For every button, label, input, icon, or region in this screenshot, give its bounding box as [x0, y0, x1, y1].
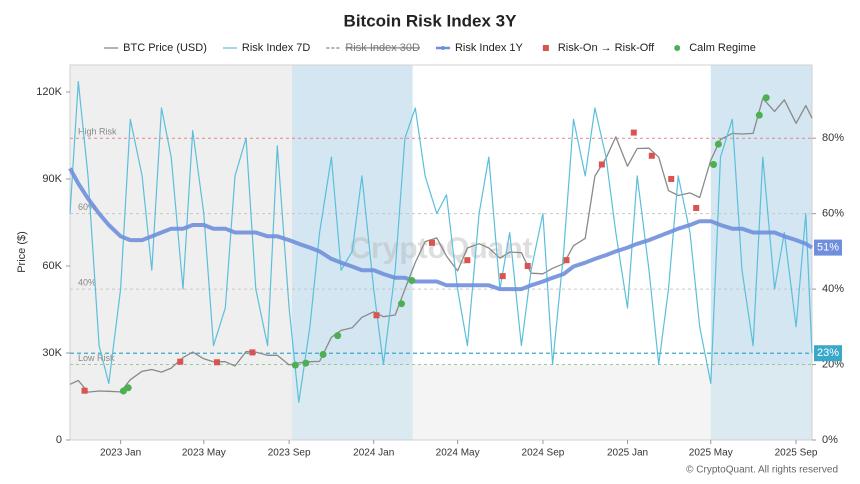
legend-item: Risk-On → Risk-Off: [542, 42, 655, 54]
x-tick-label: 2025 Jan: [607, 448, 648, 459]
legend-swatch: [542, 45, 549, 51]
legend-item: Risk Index 7D: [222, 42, 311, 54]
y2-tick-label: 40%: [822, 283, 844, 295]
regime-switch-marker: [499, 273, 506, 280]
y-tick-label: 60K: [42, 260, 62, 272]
threshold-label: 60%: [78, 202, 96, 212]
legend-item: Calm Regime: [674, 42, 756, 54]
regime-switch-marker: [563, 257, 570, 264]
calm-marker: [124, 384, 132, 392]
regime-switch-marker: [693, 204, 700, 211]
regime-switch-marker: [249, 349, 256, 356]
legend-dot: [440, 46, 445, 50]
y-tick-label: 30K: [42, 347, 62, 359]
y-tick-label: 0: [56, 434, 62, 446]
regime-region-low: [291, 364, 413, 440]
regime-switch-marker: [648, 152, 655, 159]
calm-marker: [319, 350, 327, 358]
legend-label: Risk Index 7D: [242, 42, 311, 54]
end-label: 23%: [817, 347, 839, 359]
regime-switch-marker: [428, 239, 435, 246]
legend-item: BTC Price (USD): [104, 42, 207, 54]
legend-item: Risk Index 30D: [326, 42, 420, 54]
plot-frame: [69, 64, 813, 441]
threshold-label: 40%: [78, 277, 96, 287]
series-line: [69, 97, 813, 393]
low-risk-zone: [70, 364, 812, 440]
calm-marker: [710, 160, 718, 168]
regime-switch-marker: [177, 358, 184, 365]
calm-marker: [755, 111, 763, 119]
x-tick-label: 2024 May: [436, 448, 480, 459]
y-tick-label: 90K: [42, 173, 62, 185]
calm-marker: [714, 140, 722, 148]
threshold-label: High Risk: [78, 127, 117, 137]
threshold-label: Low Risk: [78, 353, 115, 363]
legend-swatch: [674, 45, 681, 51]
legend-label: Calm Regime: [689, 42, 756, 54]
y2-tick-label: 0%: [822, 434, 838, 446]
regime-switch-marker: [464, 257, 471, 264]
legend-label: BTC Price (USD): [123, 42, 207, 54]
end-label-box: [814, 239, 842, 256]
calm-marker: [762, 94, 770, 102]
y2-tick-label: 80%: [822, 132, 844, 144]
calm-marker: [397, 300, 405, 308]
calm-marker: [291, 361, 299, 369]
x-tick-label: 2023 Sep: [268, 448, 311, 459]
y-tick-label: 120K: [36, 86, 62, 98]
x-tick-label: 2025 May: [689, 448, 733, 459]
regime-switch-marker: [373, 312, 380, 319]
calm-marker: [334, 332, 342, 340]
x-tick-label: 2023 May: [182, 448, 226, 459]
calm-marker: [302, 359, 310, 367]
legend: BTC Price (USD) Risk Index 7D Risk Index 3…: [104, 42, 756, 54]
legend-label: Risk Index 1Y: [455, 42, 524, 54]
x-tick-label: 2024 Jan: [353, 448, 394, 459]
calm-marker: [408, 276, 416, 284]
series-line: [68, 167, 814, 292]
x-tick-label: 2023 Jan: [100, 448, 141, 459]
legend-label: Risk-On → Risk-Off: [558, 42, 655, 54]
regime-switch-marker: [214, 359, 221, 366]
series-line: [69, 81, 813, 403]
end-label: 51%: [817, 242, 839, 254]
legend-label: Risk Index 30D: [345, 42, 420, 54]
watermark: CryptoQuant: [349, 232, 532, 265]
footer: © CryptoQuant. All rights reserved: [686, 465, 838, 476]
y-axis-label: Price ($): [16, 231, 28, 273]
end-label-box: [814, 345, 842, 362]
legend-item: Risk Index 1Y: [435, 42, 524, 54]
regime-switch-marker: [668, 175, 675, 182]
regime-region-low: [710, 364, 812, 440]
chart-title: Bitcoin Risk Index 3Y: [344, 11, 518, 30]
regime-switch-marker: [630, 129, 637, 136]
regime-switch-marker: [524, 262, 531, 269]
y2-tick-label: 60%: [822, 208, 844, 220]
regime-switch-marker: [598, 161, 605, 168]
y2-tick-label: 20%: [822, 358, 844, 370]
regime-switch-marker: [81, 387, 88, 394]
x-tick-label: 2024 Sep: [522, 448, 565, 459]
x-tick-label: 2025 Sep: [775, 448, 818, 459]
